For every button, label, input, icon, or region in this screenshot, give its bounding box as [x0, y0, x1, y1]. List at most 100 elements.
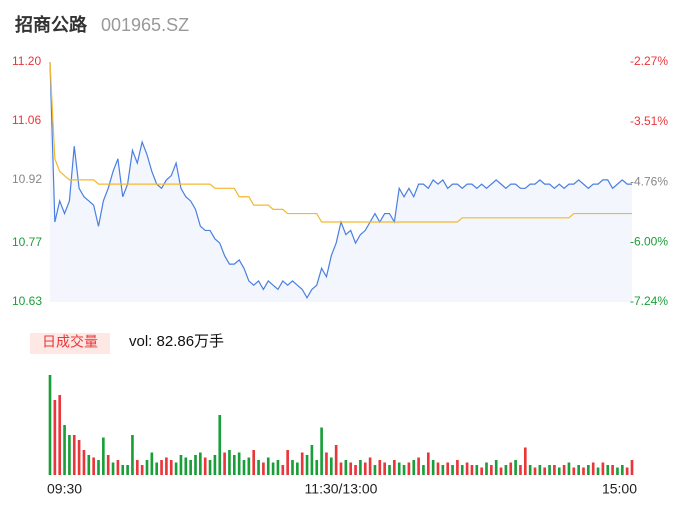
- y2-tick-label: -4.76%: [630, 174, 668, 188]
- volume-bar: [228, 450, 231, 475]
- volume-bar: [140, 465, 144, 475]
- volume-bar: [102, 437, 105, 475]
- volume-bar: [557, 467, 561, 475]
- volume-bar: [305, 455, 309, 475]
- volume-bar: [480, 467, 483, 475]
- volume-bar: [320, 427, 323, 475]
- volume-bar: [121, 465, 125, 475]
- volume-bar: [465, 462, 469, 475]
- volume-bar: [135, 460, 139, 475]
- volume-bar: [329, 457, 333, 475]
- y-tick-label: 10.92: [12, 172, 42, 186]
- volume-bar: [252, 450, 256, 475]
- y2-tick-label: -3.51%: [630, 114, 668, 128]
- volume-bar: [116, 460, 120, 475]
- volume-bar: [72, 435, 76, 475]
- volume-bar: [106, 455, 110, 475]
- volume-bar: [417, 457, 420, 475]
- volume-bar: [378, 460, 382, 475]
- x-tick-label: 15:00: [602, 481, 637, 497]
- volume-bar: [538, 465, 542, 475]
- volume-bar: [359, 460, 362, 475]
- x-tick-label: 09:30: [47, 481, 82, 497]
- volume-bar: [339, 462, 343, 475]
- volume-bar: [383, 462, 386, 475]
- y2-tick-label: -7.24%: [630, 294, 668, 308]
- chart-subtitle: 001965.SZ: [101, 15, 189, 35]
- volume-bar: [334, 445, 338, 475]
- volume-bar: [548, 465, 551, 475]
- volume-bar: [514, 460, 517, 475]
- volume-bar: [611, 465, 614, 475]
- volume-bar: [310, 445, 314, 475]
- volume-annotation: vol: 82.86万手: [129, 333, 224, 350]
- y-tick-label: 10.77: [12, 235, 42, 249]
- volume-bar: [126, 465, 129, 475]
- volume-bar: [150, 452, 154, 475]
- volume-bar: [577, 465, 580, 475]
- volume-bar: [58, 395, 62, 475]
- volume-bar: [490, 465, 493, 475]
- volume-bar: [199, 452, 202, 475]
- volume-bar: [422, 465, 425, 475]
- volume-bar: [596, 467, 600, 475]
- volume-bar: [174, 462, 178, 475]
- volume-bar: [169, 460, 173, 475]
- volume-bar: [625, 467, 629, 475]
- volume-bar: [572, 467, 576, 475]
- y-tick-label: 11.06: [12, 113, 41, 127]
- series-line: [49, 61, 632, 223]
- y-tick-label: 10.63: [12, 294, 42, 308]
- chart-title: 招商公路: [15, 14, 88, 35]
- volume-bar: [160, 460, 163, 475]
- volume-bar: [87, 455, 91, 475]
- volume-bar: [354, 465, 357, 475]
- volume-bar: [451, 465, 454, 475]
- volume-bar: [325, 452, 328, 475]
- volume-bar: [203, 457, 207, 475]
- volume-bar: [286, 450, 289, 475]
- volume-bar: [131, 435, 134, 475]
- volume-bar: [145, 460, 149, 475]
- volume-bar: [606, 465, 610, 475]
- volume-bar: [528, 465, 532, 475]
- volume-bar: [184, 457, 188, 475]
- volume-bar: [494, 460, 498, 475]
- volume-bar: [296, 462, 299, 475]
- volume-bar: [616, 467, 619, 475]
- volume-bar: [68, 435, 71, 475]
- volume-bar: [402, 465, 406, 475]
- volume-bar: [218, 415, 222, 475]
- volume-bar: [567, 462, 571, 475]
- volume-bar: [48, 375, 52, 475]
- volume-bar: [470, 465, 474, 475]
- volume-bar: [533, 467, 537, 475]
- volume-bar: [77, 440, 81, 475]
- volume-bar: [562, 465, 566, 475]
- volume-bar: [344, 460, 348, 475]
- volume-bar: [499, 467, 503, 475]
- volume-bar: [582, 467, 585, 475]
- volume-bar: [591, 462, 595, 475]
- volume-bar: [237, 452, 241, 475]
- volume-bar: [223, 452, 226, 475]
- y-tick-label: 11.20: [12, 54, 41, 68]
- volume-bar: [97, 460, 100, 475]
- volume-bar: [257, 460, 260, 475]
- volume-bar: [276, 460, 280, 475]
- volume-bar: [431, 460, 435, 475]
- volume-bar: [388, 465, 391, 475]
- volume-bar: [475, 465, 479, 475]
- volume-bar: [242, 460, 246, 475]
- volume-bar: [363, 462, 367, 475]
- y2-tick-label: -2.27%: [630, 54, 668, 68]
- volume-bar: [165, 457, 168, 475]
- volume-bar: [213, 455, 217, 475]
- y2-tick-label: -6.00%: [630, 234, 668, 248]
- volume-bar: [368, 457, 372, 475]
- volume-bar: [441, 465, 445, 475]
- volume-bar: [601, 462, 605, 475]
- volume-bar: [620, 465, 624, 475]
